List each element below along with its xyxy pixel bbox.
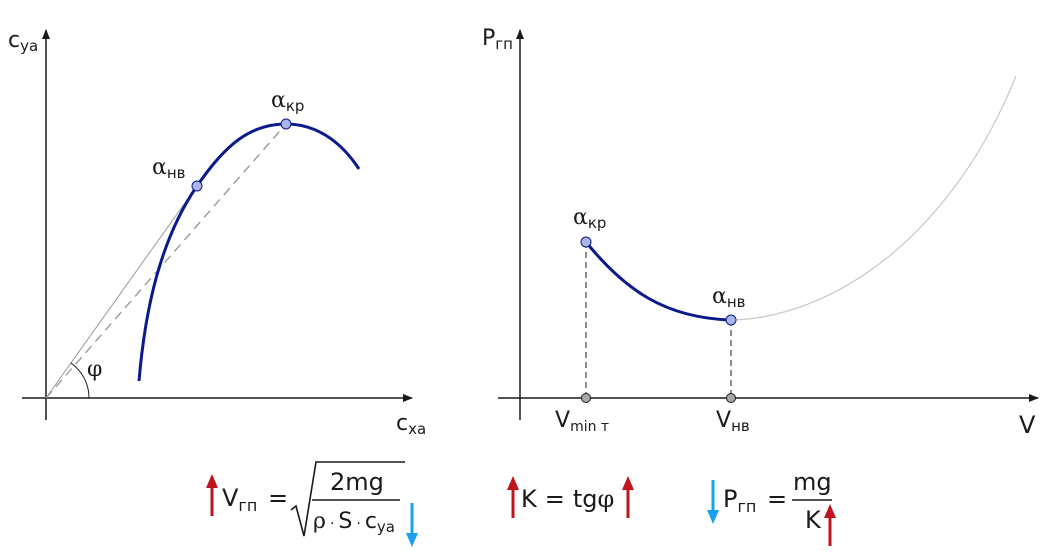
right-point-crit-label: αкр [573,205,606,232]
right-y-axis-label: Pгп [482,26,513,53]
formula-velocity: Vгп = 2mg ρ · S · cya [206,461,418,547]
formula1-lhs: Vгп [222,484,257,515]
formula3-lhs: Pгп [723,485,756,516]
thrust-curve-segment [584,241,732,322]
thrust-curve-full [730,75,1017,321]
formula2-text: K = tgφ [521,485,614,513]
right-point-crit [580,236,592,248]
tick-vnv-marker [726,393,736,403]
formula-lift-drag: K = tgφ [507,476,634,518]
formula3-numerator: mg [793,468,832,496]
formula1-numerator: 2mg [330,468,384,496]
angle-label: φ [87,357,102,382]
arrow-down-icon [707,480,719,524]
right-point-best-label: αнв [712,284,746,311]
arrow-up-icon [206,474,218,516]
left-point-crit-label: αкр [271,88,304,115]
right-point-best [725,314,737,326]
polar-curve [137,122,361,382]
left-point-crit [280,118,292,130]
formula-thrust: Pгп = mg K [707,468,836,546]
tick-vmin-label: Vmin т [555,408,609,435]
arrow-up-icon [824,504,836,546]
formula3-eq: = [767,485,787,513]
crit-dashed-line [45,123,287,399]
right-chart: Pгп V αкр αнв Vmin т Vнв [482,26,1039,439]
tangent-line [45,185,198,399]
arrow-down-icon [406,503,418,547]
angle-arc [70,362,90,399]
right-x-axis-label: V [1019,411,1036,439]
left-point-best-label: αнв [152,155,186,182]
tick-vnv-label: Vнв [716,408,750,435]
arrow-up-icon [507,476,519,518]
formula1-eq: = [268,484,288,512]
left-x-axis-label: cxa [396,411,426,438]
arrow-up-icon [622,476,634,518]
left-y-axis-label: cya [8,28,38,55]
left-chart: cya cxa φ αнв αкр [8,28,426,438]
radical-sign [290,461,405,537]
formula1-denominator: ρ · S · cya [313,509,395,536]
tick-vmin-marker [581,393,591,403]
left-point-best [191,180,203,192]
formula3-denominator: K [805,506,822,534]
